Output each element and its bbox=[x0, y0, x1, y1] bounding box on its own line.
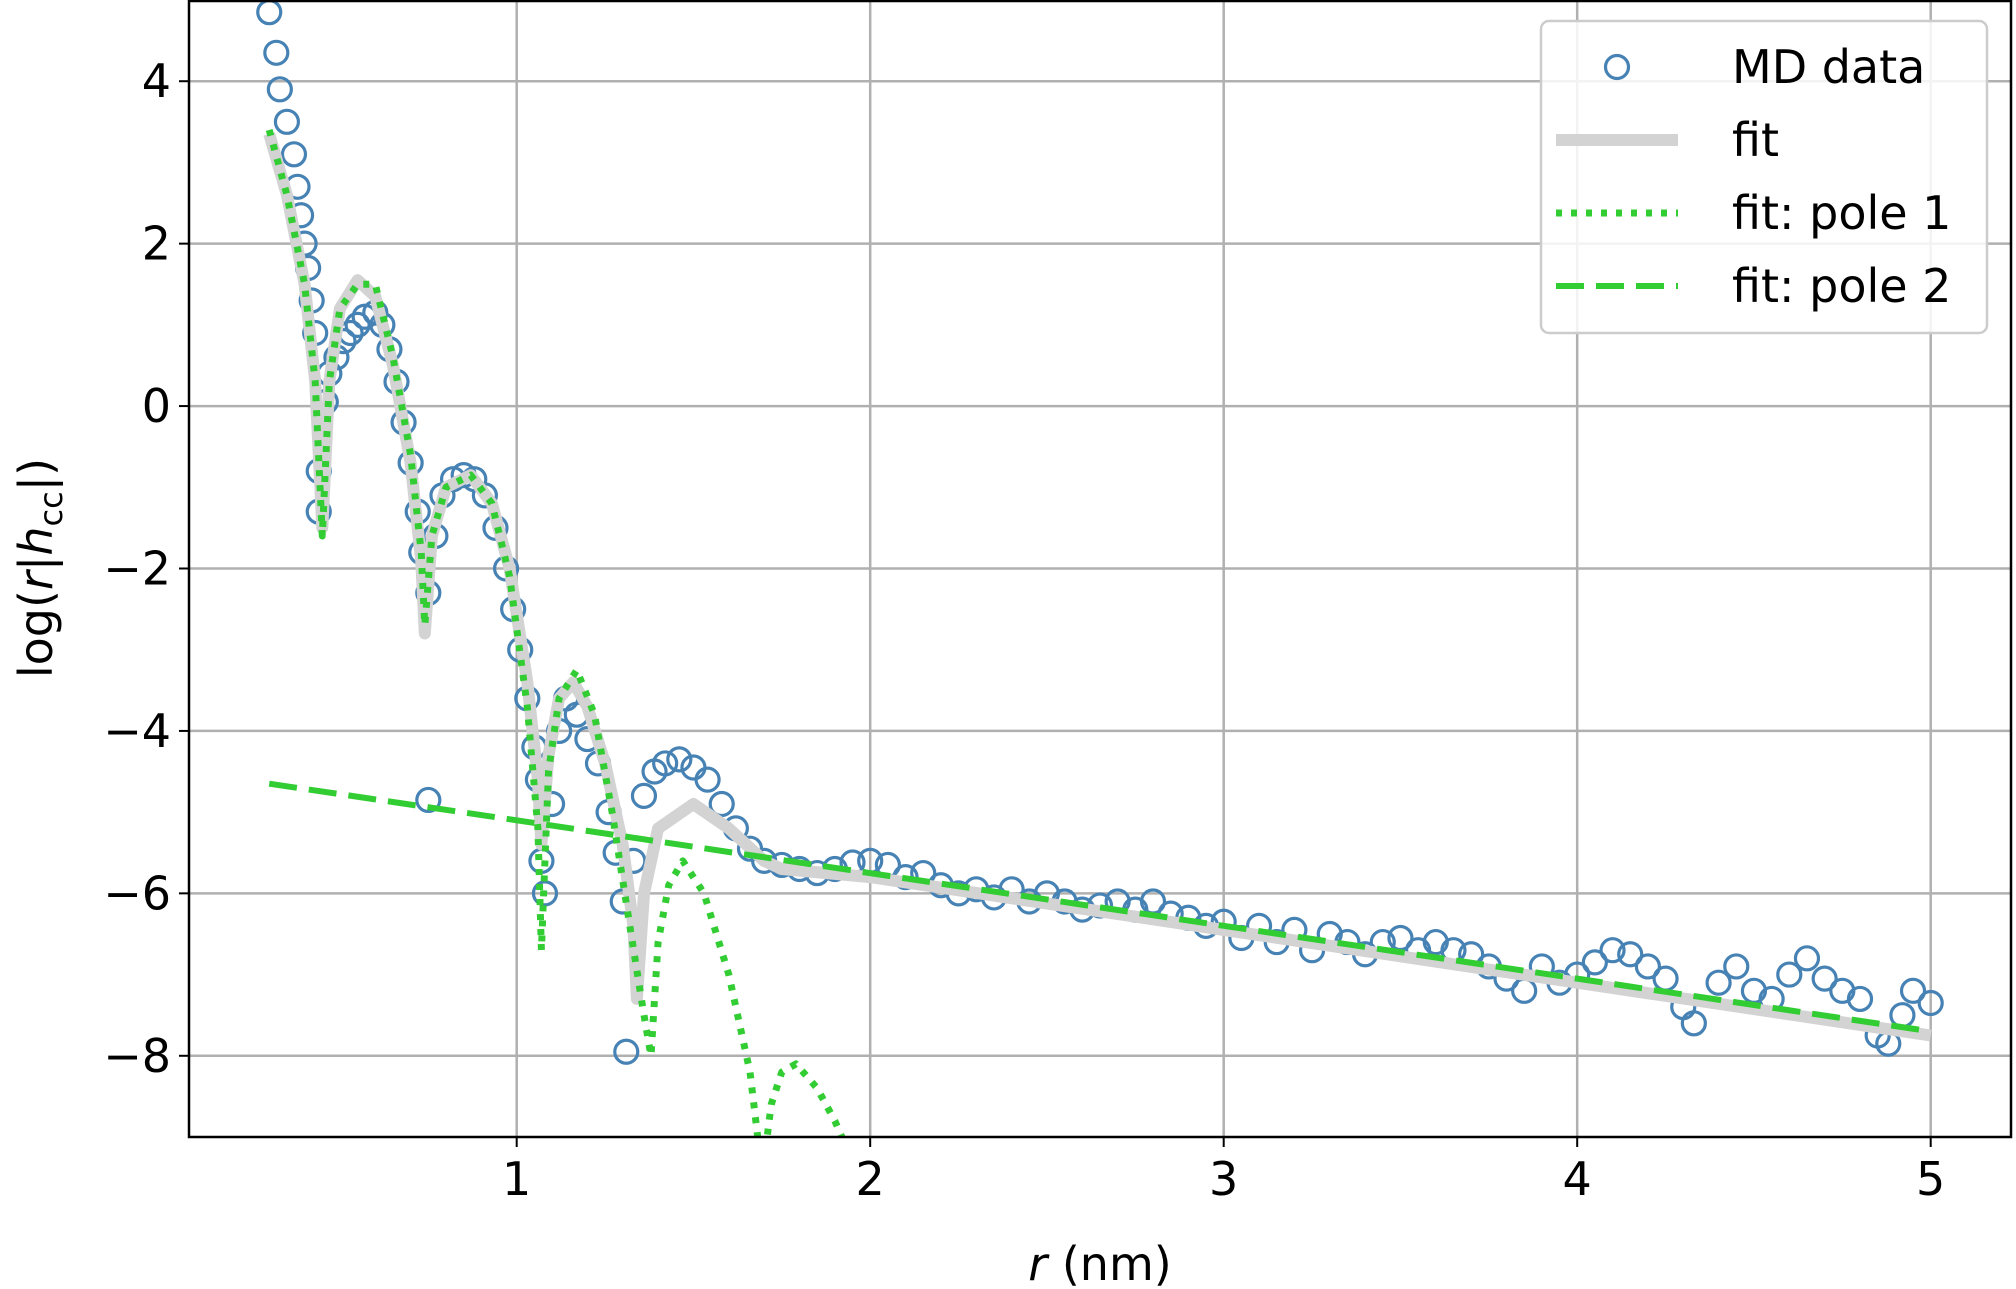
plot-area bbox=[256, 0, 1944, 1137]
data-point bbox=[528, 847, 555, 874]
data-point bbox=[266, 76, 293, 103]
x-label-part: r bbox=[1028, 1237, 1050, 1289]
y-tick-label: −6 bbox=[103, 866, 171, 920]
y-label-part: h bbox=[9, 526, 63, 555]
y-tick-label: 4 bbox=[142, 54, 171, 108]
y-tick-label: −4 bbox=[103, 704, 171, 758]
data-point bbox=[1581, 949, 1608, 976]
x-axis-label: r (nm) bbox=[1028, 1237, 1171, 1289]
y-label-part: r bbox=[9, 568, 63, 590]
data-point bbox=[344, 311, 371, 338]
y-tick-label: −2 bbox=[103, 542, 171, 596]
data-point bbox=[613, 1038, 640, 1065]
y-label-part: cc bbox=[32, 491, 70, 526]
data-point bbox=[531, 880, 559, 907]
data-point bbox=[273, 108, 301, 135]
x-label-part: (nm) bbox=[1047, 1237, 1171, 1289]
data-point bbox=[471, 482, 498, 509]
data-point bbox=[694, 766, 721, 793]
y-tick-label: 0 bbox=[142, 379, 171, 433]
data-point bbox=[1705, 969, 1732, 996]
data-point bbox=[666, 746, 693, 773]
x-tick-label: 1 bbox=[502, 1152, 531, 1206]
series-line bbox=[268, 780, 1932, 1035]
data-point bbox=[280, 141, 308, 168]
axes: 1 2 3 4 5 −8 −6 −4 −2 0 2 4 bbox=[103, 54, 1945, 1206]
data-point bbox=[1811, 965, 1838, 992]
data-point bbox=[1723, 953, 1750, 980]
y-axis-label: log(r|hcc|) bbox=[9, 458, 70, 678]
data-point bbox=[1511, 977, 1538, 1004]
data-point bbox=[1776, 961, 1803, 988]
grid bbox=[189, 0, 2012, 1137]
legend: MD data fit fit: pole 1 fit: pole 2 bbox=[1539, 19, 1989, 335]
data-point bbox=[1917, 989, 1944, 1017]
data-point bbox=[263, 39, 290, 66]
y-tick-label: 2 bbox=[142, 217, 171, 271]
legend-marker bbox=[1603, 53, 1631, 81]
data-point bbox=[1634, 953, 1661, 980]
x-tick-label: 5 bbox=[1916, 1152, 1945, 1206]
data-point bbox=[652, 750, 679, 777]
y-label-part: | bbox=[9, 556, 64, 572]
data-point bbox=[1617, 941, 1644, 968]
data-point bbox=[1680, 1010, 1707, 1037]
data-point bbox=[1652, 965, 1679, 992]
legend-label: fit bbox=[1732, 113, 1779, 167]
y-tick-label: −8 bbox=[103, 1029, 171, 1083]
x-tick-label: 3 bbox=[1209, 1152, 1238, 1206]
x-tick-label: 2 bbox=[856, 1152, 885, 1206]
x-tick-label: 4 bbox=[1563, 1152, 1592, 1206]
series-line bbox=[265, 128, 846, 1137]
data-point bbox=[708, 790, 735, 818]
data-point bbox=[415, 786, 442, 814]
y-label-part: |) bbox=[9, 458, 64, 491]
data-point bbox=[630, 782, 658, 810]
data-point bbox=[1846, 985, 1874, 1013]
legend-label: fit: pole 1 bbox=[1732, 186, 1951, 240]
y-label-part: log( bbox=[9, 590, 63, 678]
data-point bbox=[1793, 945, 1821, 972]
legend-label: MD data bbox=[1732, 40, 1925, 94]
legend-label: fit: pole 2 bbox=[1732, 259, 1951, 313]
data-point bbox=[1899, 977, 1927, 1004]
legend-box bbox=[1539, 19, 1989, 335]
data-point bbox=[256, 0, 283, 26]
data-point bbox=[1599, 937, 1626, 964]
